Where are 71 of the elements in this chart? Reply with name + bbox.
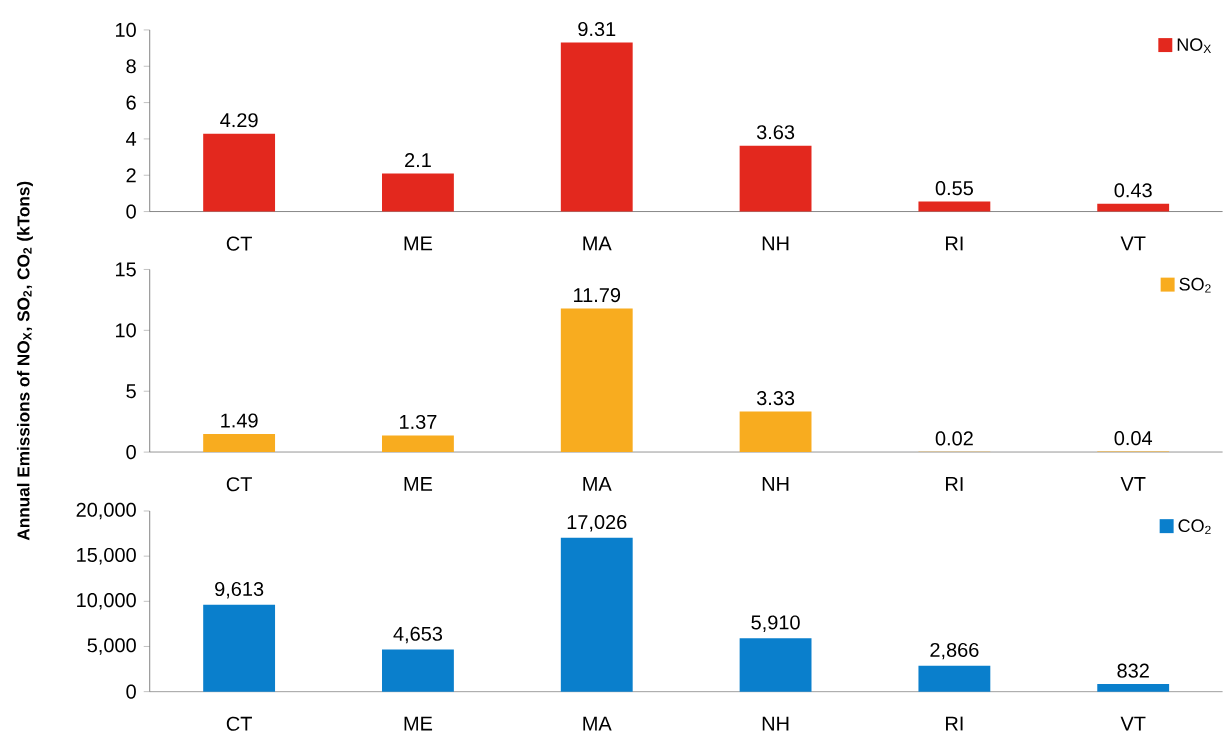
- x-tick-label: RI: [946, 236, 963, 251]
- data-label: 3.63: [756, 125, 795, 140]
- y-tick-label: 0: [126, 445, 136, 460]
- y-tick-label: 15,000: [77, 548, 136, 565]
- data-label: 0.02: [935, 431, 973, 446]
- x-tick-label: ME: [404, 716, 433, 731]
- data-label: 0.43: [1114, 183, 1152, 198]
- data-label: 17,026: [567, 515, 627, 532]
- x-tick-label: VT: [1120, 236, 1146, 251]
- bar: [203, 605, 276, 692]
- data-label: 9.31: [578, 22, 616, 37]
- x-tick-label: NH: [762, 236, 789, 251]
- y-tick-label: 5,000: [87, 638, 136, 655]
- x-tick-label: MA: [583, 477, 612, 492]
- legend-label: SO$_{2}$: [1179, 278, 1211, 293]
- y-tick-label: 15: [116, 262, 136, 277]
- data-label: 4,653: [393, 626, 443, 644]
- bar: [203, 133, 276, 212]
- x-tick-label: MA: [583, 236, 612, 251]
- x-tick-label: VT: [1120, 716, 1146, 731]
- data-label: 2,866: [930, 643, 979, 660]
- bar: [739, 638, 812, 692]
- bar: [1097, 203, 1170, 212]
- data-label: 4.29: [220, 113, 258, 128]
- bar: [560, 308, 633, 453]
- bar: [382, 649, 454, 692]
- x-tick-label: MA: [583, 716, 612, 731]
- data-label: 1.37: [400, 415, 437, 430]
- y-tick-label: 4: [126, 132, 137, 147]
- x-tick-label: NH: [762, 716, 789, 731]
- x-tick-label: CT: [226, 716, 252, 731]
- y-tick-label: 6: [126, 95, 136, 110]
- x-tick-label: CT: [226, 477, 252, 492]
- bar: [1097, 684, 1170, 692]
- y-tick-label: 10: [116, 323, 136, 338]
- data-label: 9,613: [215, 582, 264, 599]
- y-tick-label: 10,000: [77, 593, 136, 610]
- bar: [560, 42, 633, 212]
- x-tick-label: ME: [404, 236, 433, 251]
- x-tick-label: NH: [762, 477, 789, 492]
- data-label: 832: [1117, 663, 1149, 678]
- y-tick-label: 10: [116, 23, 136, 38]
- x-tick-label: VT: [1120, 477, 1146, 492]
- bar: [739, 411, 812, 453]
- data-label: 0.55: [935, 181, 973, 196]
- legend-label: CO$_{2}$: [1178, 519, 1211, 535]
- y-tick-label: 2: [126, 168, 136, 183]
- bar: [739, 145, 812, 212]
- bar: [560, 538, 633, 692]
- data-label: 0.04: [1114, 431, 1153, 446]
- y-tick-label: 0: [126, 204, 136, 219]
- y-tick-label: 5: [126, 384, 136, 399]
- y-tick-label: 8: [126, 59, 136, 74]
- data-label: 1.49: [221, 413, 258, 428]
- data-label: 3.33: [756, 391, 795, 406]
- x-tick-label: RI: [946, 477, 963, 492]
- bar: [918, 665, 991, 692]
- x-tick-label: CT: [226, 236, 252, 251]
- y-tick-label: 0: [126, 684, 136, 699]
- y-tick-label: 20,000: [76, 502, 136, 520]
- bar: [203, 434, 276, 453]
- bar: [918, 201, 991, 212]
- data-label: 5,910: [751, 615, 800, 633]
- x-tick-label: RI: [946, 716, 963, 731]
- bar: [382, 173, 454, 212]
- y-axis-title: Annual Emissions of NO$_{X}$, SO$_{2}$, CO$_{2}$ (kTons): [16, 181, 33, 541]
- data-label: 11.79: [574, 288, 621, 303]
- data-label: 2.1: [405, 153, 431, 168]
- legend-label: NO$_{X}$: [1177, 38, 1211, 54]
- bar: [382, 435, 454, 453]
- x-tick-label: ME: [404, 477, 433, 492]
